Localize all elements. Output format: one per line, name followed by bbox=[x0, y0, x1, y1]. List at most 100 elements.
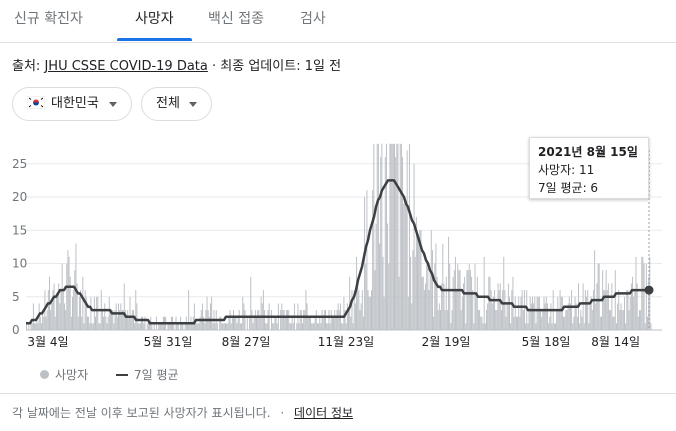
tab-new-cases[interactable]: 신규 확진자 bbox=[14, 11, 83, 27]
death-bar bbox=[237, 316, 239, 330]
death-bar bbox=[400, 143, 402, 330]
x-tick-label: 8월 27일 bbox=[222, 335, 271, 349]
death-bar bbox=[392, 143, 394, 330]
death-bar bbox=[466, 270, 468, 330]
tab-vaccinations[interactable]: 백신 접종 bbox=[208, 11, 264, 27]
death-bar bbox=[224, 323, 226, 330]
death-bar bbox=[476, 276, 478, 330]
death-bar bbox=[483, 256, 485, 330]
country-dropdown[interactable]: 대한민국 bbox=[12, 87, 132, 121]
death-bar bbox=[112, 310, 114, 330]
footnote-text: 각 날짜에는 전날 이후 보고된 사망자가 표시됩니다. bbox=[12, 406, 271, 420]
death-bar bbox=[68, 256, 70, 330]
tab-deaths[interactable]: 사망자 bbox=[135, 11, 174, 27]
death-bar bbox=[390, 143, 392, 330]
death-bar bbox=[342, 323, 344, 330]
death-bar bbox=[97, 296, 99, 330]
death-bar bbox=[565, 310, 567, 330]
last-updated: 최종 업데이트: 1일 전 bbox=[220, 59, 342, 74]
death-bar bbox=[641, 256, 643, 330]
death-bar bbox=[289, 323, 291, 330]
death-bar bbox=[374, 270, 376, 330]
death-bar bbox=[57, 296, 59, 330]
y-tick-label: 20 bbox=[12, 190, 27, 204]
death-bar bbox=[619, 310, 621, 330]
death-bar bbox=[368, 296, 370, 330]
region-dropdown[interactable]: 전체 bbox=[141, 87, 212, 121]
death-bar bbox=[58, 283, 60, 330]
source-link[interactable]: JHU CSSE COVID-19 Data bbox=[44, 59, 208, 74]
death-bar bbox=[315, 310, 317, 330]
death-bar bbox=[126, 316, 128, 330]
death-bar bbox=[440, 310, 441, 330]
death-bar bbox=[345, 323, 347, 330]
death-bar bbox=[632, 276, 634, 330]
death-bar bbox=[521, 290, 523, 330]
death-bar bbox=[241, 323, 243, 330]
death-bar bbox=[223, 323, 225, 330]
death-bar bbox=[627, 290, 629, 330]
death-bar bbox=[142, 316, 144, 330]
death-bar bbox=[420, 230, 422, 330]
death-bar bbox=[367, 290, 369, 330]
death-bar bbox=[304, 310, 306, 330]
death-bar bbox=[581, 316, 583, 330]
death-bar bbox=[77, 316, 79, 330]
death-bar bbox=[588, 323, 590, 330]
death-bar bbox=[417, 236, 418, 330]
death-bar bbox=[262, 290, 264, 330]
death-bar bbox=[220, 316, 222, 330]
death-bar bbox=[498, 290, 500, 330]
death-bar bbox=[376, 143, 378, 330]
death-bar bbox=[364, 197, 366, 330]
death-bar bbox=[538, 296, 540, 330]
death-bar bbox=[449, 263, 451, 330]
death-bar bbox=[124, 310, 126, 330]
tab-tests[interactable]: 검사 bbox=[300, 11, 326, 27]
death-bar bbox=[558, 310, 560, 330]
death-bar bbox=[435, 243, 437, 330]
death-bar bbox=[143, 323, 145, 330]
x-tick-label: 2월 19일 bbox=[422, 335, 471, 349]
death-bar bbox=[184, 323, 186, 330]
death-bar bbox=[599, 316, 601, 330]
death-bar bbox=[583, 323, 585, 330]
death-bar bbox=[629, 296, 631, 330]
deaths-chart[interactable]: 0 5 10 15 20 25 3월 4일 5월 31일 8월 27일 11월 23일 2월 19… bbox=[0, 130, 676, 360]
death-bar bbox=[76, 283, 78, 330]
death-bar bbox=[519, 316, 521, 330]
death-bar bbox=[206, 296, 208, 330]
death-bar bbox=[586, 296, 588, 330]
death-bar bbox=[596, 283, 598, 330]
death-bar bbox=[138, 323, 140, 330]
death-bar bbox=[502, 290, 504, 330]
death-bar bbox=[187, 323, 188, 330]
seven-day-average-line bbox=[26, 179, 650, 325]
death-bar bbox=[37, 323, 39, 330]
death-bar bbox=[95, 316, 96, 330]
death-bar bbox=[442, 243, 444, 330]
death-bar bbox=[199, 316, 201, 330]
death-bar bbox=[469, 270, 471, 330]
death-bar bbox=[111, 310, 113, 330]
death-bar bbox=[604, 290, 606, 330]
death-bar bbox=[413, 163, 415, 330]
death-bar bbox=[45, 316, 47, 330]
death-bar bbox=[534, 296, 536, 330]
death-bar bbox=[594, 250, 596, 330]
data-info-link[interactable]: 데이터 정보 bbox=[294, 406, 354, 420]
death-bar bbox=[328, 310, 330, 330]
death-bar bbox=[434, 263, 436, 330]
death-bar bbox=[302, 323, 303, 330]
death-bar bbox=[78, 296, 80, 330]
death-bar bbox=[448, 236, 450, 330]
death-bar bbox=[307, 316, 309, 330]
death-bar bbox=[621, 310, 623, 330]
death-bar bbox=[613, 316, 615, 330]
death-bar bbox=[28, 323, 30, 330]
death-bar bbox=[361, 290, 363, 330]
death-bar bbox=[503, 256, 505, 330]
death-bar bbox=[505, 316, 507, 330]
death-bar bbox=[69, 276, 71, 330]
death-bar bbox=[464, 276, 466, 330]
